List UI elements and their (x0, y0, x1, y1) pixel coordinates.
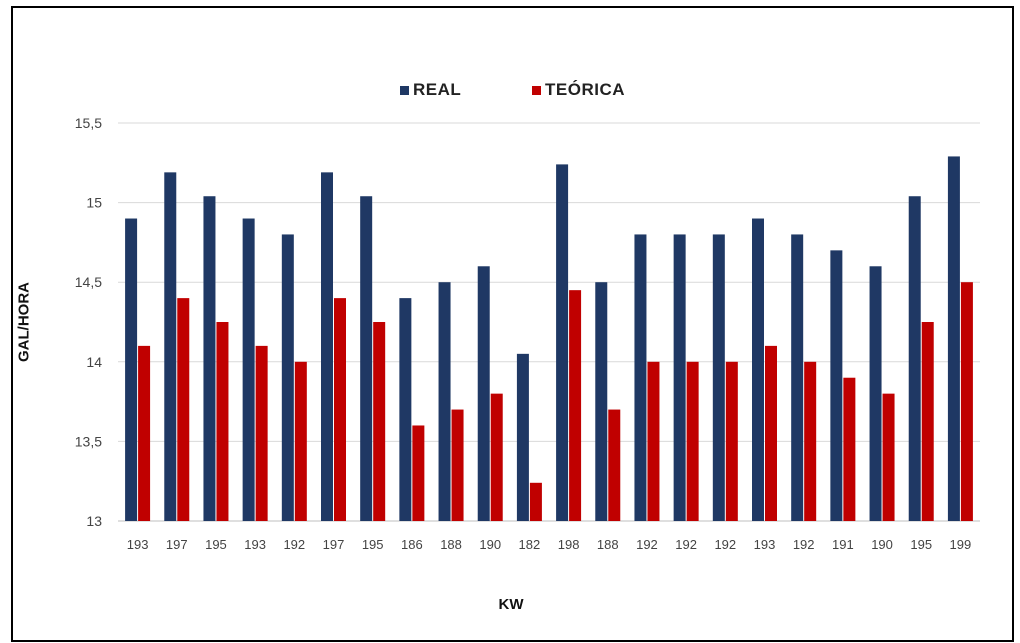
y-tick-label: 13,5 (75, 433, 102, 449)
bar-teorica (569, 290, 582, 521)
bar-real (242, 218, 255, 521)
x-tick-label: 192 (714, 537, 736, 552)
legend-item-teorica: TEÓRICA (532, 80, 625, 100)
legend-item-real: REAL (400, 80, 461, 100)
x-tick-label: 195 (362, 537, 384, 552)
bar-teorica (294, 361, 307, 521)
bar-teorica (412, 425, 425, 521)
bar-real (477, 266, 490, 521)
y-tick-labels: 13 13,5 14 14,5 15 15,5 (75, 115, 102, 529)
x-tick-label: 193 (754, 537, 776, 552)
y-tick-label: 14 (86, 354, 102, 370)
bar-teorica (255, 345, 268, 521)
bar-teorica (921, 322, 934, 521)
x-tick-label: 191 (832, 537, 854, 552)
legend-swatch-teorica (532, 85, 541, 95)
x-tick-label: 192 (675, 537, 697, 552)
y-tick-label: 15,5 (75, 115, 102, 131)
bar-teorica (334, 298, 346, 521)
x-tick-label: 186 (401, 537, 423, 552)
bar-real (438, 282, 451, 521)
x-tick-label: 193 (244, 537, 266, 552)
x-tick-label: 192 (636, 537, 658, 552)
bar-real (673, 234, 686, 521)
x-tick-label: 188 (597, 537, 619, 552)
x-tick-label: 199 (950, 537, 972, 552)
x-tick-label: 193 (127, 537, 149, 552)
bar-teorica (216, 322, 229, 521)
bar-teorica (960, 282, 973, 521)
bar-teorica (647, 361, 660, 521)
bar-real (125, 218, 138, 521)
bar-real (752, 218, 764, 521)
bar-real (203, 196, 216, 521)
y-tick-label: 14,5 (75, 274, 102, 290)
x-tick-label: 188 (440, 537, 462, 552)
bar-real (712, 234, 725, 521)
bar-real (399, 298, 412, 521)
bar-real (164, 172, 177, 522)
bar-real (516, 353, 529, 521)
bar-real (556, 164, 569, 521)
bar-teorica (804, 361, 817, 521)
x-tick-label: 192 (793, 537, 815, 552)
bar-teorica (843, 377, 856, 521)
bar-real (908, 196, 921, 521)
legend-label-real: REAL (413, 80, 462, 99)
bar-real (595, 282, 608, 521)
bar-teorica (529, 482, 542, 521)
x-tick-label: 195 (910, 537, 932, 552)
x-tick-labels: 193 197 195 193 192 197 195 186 188 190 182 198 188 1… (127, 537, 972, 552)
bar-teorica (373, 322, 386, 521)
y-tick-label: 15 (86, 195, 102, 211)
x-tick-label: 190 (479, 537, 501, 552)
x-axis-label: KW (498, 596, 524, 613)
bar-real (830, 250, 843, 522)
bar-real (321, 172, 333, 522)
x-tick-label: 190 (871, 537, 893, 552)
bar-real (360, 196, 373, 521)
y-tick-label: 13 (86, 513, 102, 529)
legend-label-teorica: TEÓRICA (545, 80, 625, 99)
x-tick-label: 192 (283, 537, 305, 552)
legend: REAL TEÓRICA (0, 80, 1020, 104)
x-tick-label: 198 (558, 537, 580, 552)
bar-real (947, 156, 960, 521)
bar-real (869, 266, 882, 521)
bars (125, 156, 973, 522)
y-axis-label: GAL/HORA (15, 282, 33, 362)
bar-teorica (882, 393, 895, 521)
x-tick-label: 197 (166, 537, 188, 552)
bar-real (791, 234, 804, 521)
bar-teorica (725, 361, 738, 521)
legend-swatch-real (400, 85, 409, 95)
bar-teorica (490, 393, 503, 521)
bar-teorica (765, 345, 777, 521)
bar-teorica (177, 298, 190, 521)
bar-teorica (608, 409, 621, 521)
bar-teorica (451, 409, 464, 521)
bar-real (634, 234, 647, 521)
bar-teorica (686, 361, 699, 521)
bar-real (281, 234, 294, 521)
bar-teorica (138, 345, 151, 521)
x-tick-label: 195 (205, 537, 227, 552)
x-tick-label: 182 (519, 537, 541, 552)
x-tick-label: 197 (323, 537, 345, 552)
